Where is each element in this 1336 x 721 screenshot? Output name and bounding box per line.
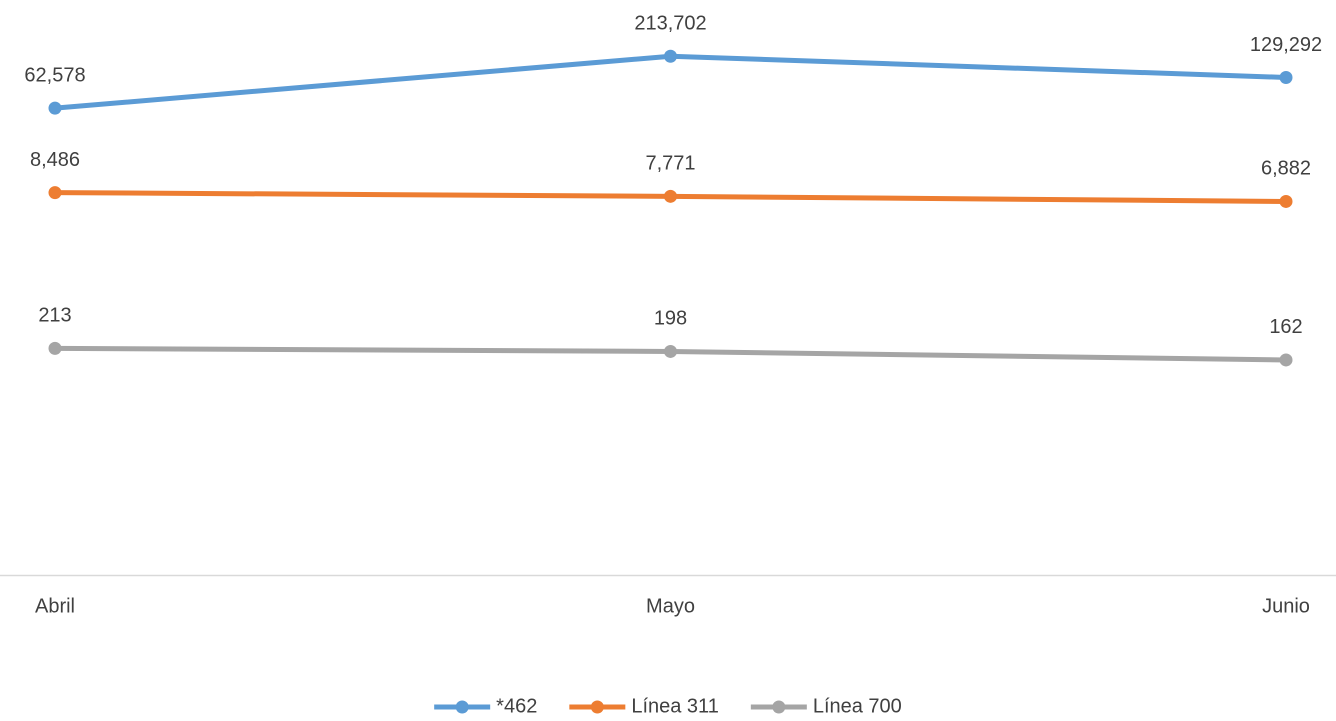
legend-marker	[590, 700, 604, 714]
legend-label: Línea 311	[631, 695, 719, 717]
x-tick-label: Mayo	[646, 595, 695, 617]
series-line	[52, 53, 1289, 111]
data-point	[48, 101, 62, 115]
data-label: 198	[654, 308, 687, 330]
data-label: 6,882	[1261, 158, 1311, 180]
x-tick-label: Abril	[35, 595, 75, 617]
data-point	[1279, 194, 1293, 208]
data-label: 8,486	[30, 149, 80, 171]
legend-marker	[772, 700, 786, 714]
legend-marker	[455, 700, 469, 714]
data-point	[48, 341, 62, 355]
legend-label: *462	[496, 695, 537, 717]
data-label: 213,702	[634, 13, 706, 35]
data-label: 62,578	[24, 64, 85, 86]
data-label: 162	[1269, 316, 1302, 338]
legend-label: Línea 700	[813, 695, 902, 717]
x-tick-label: Junio	[1262, 595, 1310, 617]
data-label: 7,771	[645, 153, 695, 175]
data-point	[664, 189, 677, 203]
data-point	[48, 186, 62, 200]
data-point	[664, 344, 677, 358]
data-point	[1279, 353, 1293, 367]
data-point	[664, 49, 677, 63]
data-label: 129,292	[1250, 34, 1322, 56]
data-label: 213	[38, 305, 71, 327]
data-point	[1279, 70, 1293, 84]
